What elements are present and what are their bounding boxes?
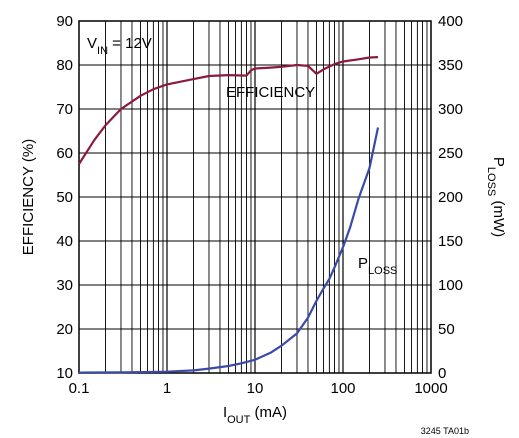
y-left-tick-label: 70 [56,101,73,118]
plot-frame [78,20,432,374]
x-axis-title: IOUT (mA) [223,404,287,426]
y-left-tick-label: 50 [56,189,73,206]
y-right-tick-label: 250 [438,145,463,162]
y-axis-right-title: PLOSS (mW) [485,157,507,237]
x-tick-label: 100 [330,380,355,397]
x-tick-label: 0.1 [69,380,90,397]
y-right-tick-label: 100 [438,277,463,294]
y-left-tick-label: 90 [56,13,73,30]
ploss-series-label: PLOSS [358,255,397,277]
y-left-tick-label: 40 [56,233,73,250]
y-right-tick-label: 0 [438,365,446,382]
y-left-tick-label: 20 [56,321,73,338]
y-left-tick-label: 30 [56,277,73,294]
x-tick-label: 1000 [414,380,447,397]
efficiency-series-label: EFFICIENCY [226,84,315,101]
figure-code: 3245 TA01b [421,426,469,436]
y-right-tick-label: 150 [438,233,463,250]
y-left-tick-label: 80 [56,57,73,74]
y-left-tick-label: 60 [56,145,73,162]
y-axis-left-title: EFFICIENCY (%) [20,139,37,255]
ploss-series-line [78,127,380,374]
vin-annotation: VIN = 12V [87,35,152,57]
y-right-tick-label: 300 [438,101,463,118]
y-right-tick-label: 200 [438,189,463,206]
y-right-tick-label: 50 [438,321,455,338]
y-left-tick-label: 10 [56,365,73,382]
x-tick-label: 1 [163,380,171,397]
grid [79,21,431,373]
y-right-tick-label: 400 [438,13,463,30]
y-right-tick-label: 350 [438,57,463,74]
x-tick-label: 10 [247,380,264,397]
efficiency-series-line [78,56,379,165]
